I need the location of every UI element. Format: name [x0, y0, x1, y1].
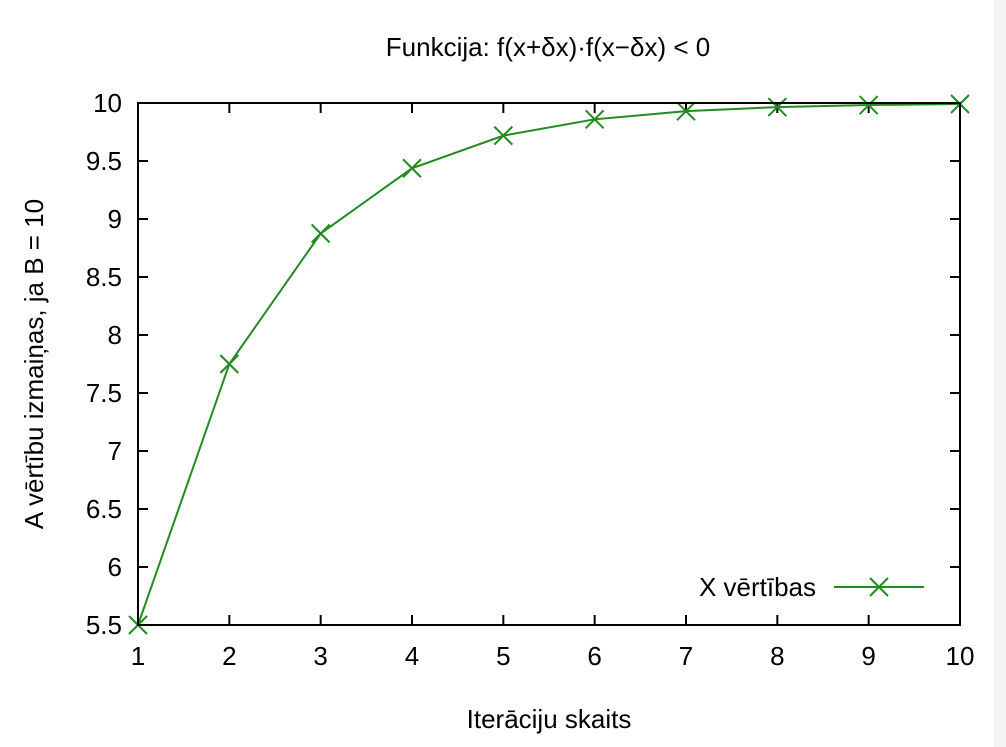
data-point [676, 101, 696, 121]
x-tick-label: 4 [405, 641, 419, 671]
data-point [310, 223, 331, 244]
data-point [219, 354, 240, 374]
data-point [767, 97, 788, 117]
x-tick-label: 9 [861, 641, 875, 671]
series-line [137, 103, 961, 626]
x-tick-label: 1 [131, 641, 145, 671]
legend-marker [869, 577, 889, 597]
data-point [402, 158, 422, 178]
y-axis-label: A vērtību izmaiņas, ja B = 10 [19, 199, 49, 529]
y-tick-label: 9.5 [86, 146, 122, 176]
y-tick-label: 6.5 [86, 494, 122, 524]
x-tick-label: 8 [770, 641, 784, 671]
y-tick-label: 6 [108, 552, 122, 582]
chart-title: Funkcija: f(x+δx)·f(x−δx) < 0 [386, 32, 710, 62]
data-point [493, 125, 514, 146]
legend-label: X vērtības [699, 572, 816, 602]
x-tick-label: 6 [587, 641, 601, 671]
x-tick-label: 10 [946, 641, 975, 671]
y-tick-label: 9 [108, 204, 122, 234]
x-tick-label: 5 [496, 641, 510, 671]
x-tick-label: 3 [313, 641, 327, 671]
plot-frame [137, 102, 961, 626]
y-tick-label: 8.5 [86, 262, 122, 292]
y-tick-label: 5.5 [86, 610, 122, 640]
x-axis-ticks: 1 2 3 4 5 6 7 8 9 10 [131, 103, 975, 671]
x-tick-label: 7 [679, 641, 693, 671]
data-point [584, 109, 605, 130]
legend: X vērtības [699, 572, 924, 602]
x-tick-label: 2 [222, 641, 236, 671]
y-axis-ticks: 5.5 6 6.5 7 7.5 8 8.5 9 9.5 10 [86, 88, 960, 640]
series-layer [128, 94, 970, 635]
y-tick-label: 10 [93, 88, 122, 118]
y-tick-label: 7 [108, 436, 122, 466]
x-axis-label: Iterāciju skaits [467, 704, 632, 734]
data-point [858, 95, 879, 115]
y-tick-label: 7.5 [86, 378, 122, 408]
y-tick-label: 8 [108, 320, 122, 350]
